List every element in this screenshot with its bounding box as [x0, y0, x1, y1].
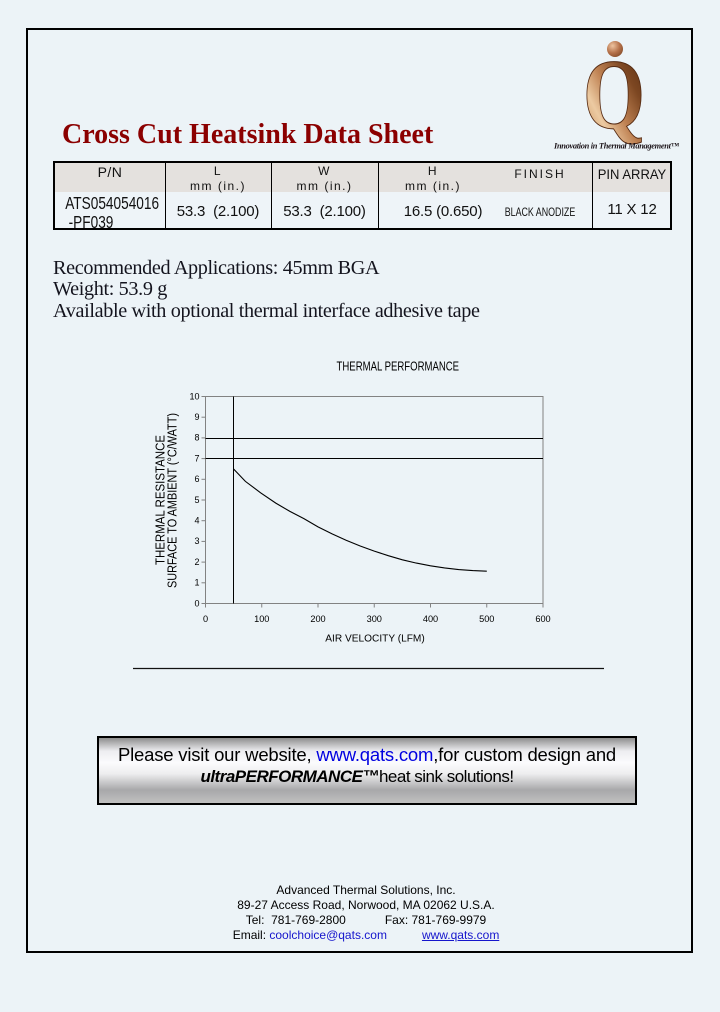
svg-text:THERMAL RESISTANCE: THERMAL RESISTANCE [153, 435, 168, 565]
svg-text:600: 600 [535, 614, 550, 624]
svg-text:0: 0 [194, 598, 199, 608]
svg-text:7: 7 [194, 453, 199, 463]
svg-text:Innovation in Thermal Manageme: Innovation in Thermal Management™ [553, 142, 680, 151]
svg-text:8: 8 [194, 433, 199, 443]
svg-text:300: 300 [367, 614, 382, 624]
svg-text:Q: Q [583, 39, 645, 150]
svg-text:SURFACE TO AMBIENT (°C/WATT): SURFACE TO AMBIENT (°C/WATT) [165, 413, 180, 588]
svg-text:AIR VELOCITY (LFM): AIR VELOCITY (LFM) [325, 634, 425, 645]
svg-text:400: 400 [423, 614, 438, 624]
svg-text:0: 0 [203, 614, 208, 624]
svg-text:100: 100 [254, 614, 269, 624]
svg-text:5: 5 [194, 495, 199, 505]
svg-text:10: 10 [189, 391, 199, 401]
svg-text:2: 2 [194, 557, 199, 567]
svg-text:THERMAL PERFORMANCE: THERMAL PERFORMANCE [337, 359, 460, 373]
svg-text:500: 500 [479, 614, 494, 624]
svg-text:3: 3 [194, 536, 199, 546]
svg-text:6: 6 [194, 474, 199, 484]
svg-text:200: 200 [310, 614, 325, 624]
svg-text:1: 1 [194, 578, 199, 588]
svg-text:4: 4 [194, 516, 199, 526]
svg-text:9: 9 [194, 412, 199, 422]
